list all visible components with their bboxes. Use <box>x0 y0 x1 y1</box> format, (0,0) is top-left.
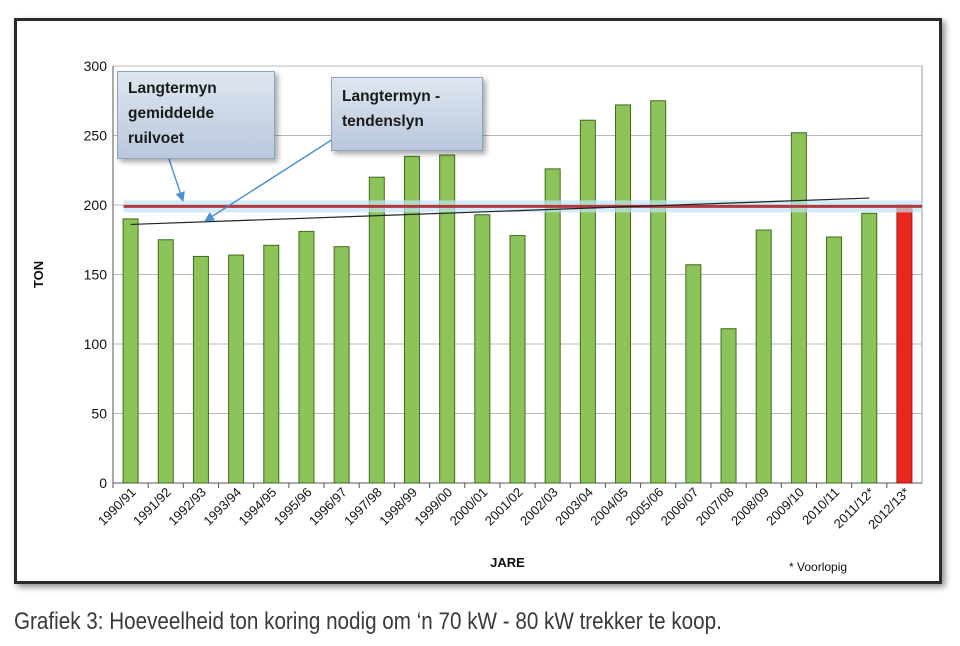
x-tick-label: 1992/93 <box>165 485 209 529</box>
chart-frame: 0 50 100 150 200 250 300 1990/91 1991/92 1992/93 1… <box>14 18 942 584</box>
trend-line <box>130 197 870 226</box>
x-tick-label: 2002/03 <box>517 485 561 529</box>
callout-average-line-1: Langtermyn <box>128 80 217 97</box>
bar <box>157 239 174 484</box>
x-axis-title: JARE <box>490 555 525 570</box>
bar <box>544 168 561 484</box>
bar <box>509 235 526 484</box>
bar <box>368 176 385 484</box>
x-tick-label: 1997/98 <box>341 485 385 529</box>
bar <box>861 212 878 484</box>
bar <box>685 264 702 484</box>
bar <box>439 154 456 484</box>
x-tick-label: 2005/06 <box>622 485 666 529</box>
bar <box>896 204 913 484</box>
x-tick-label: 2001/02 <box>482 485 526 529</box>
y-tick-label: 300 <box>84 58 108 74</box>
bar <box>615 104 632 484</box>
y-tick-label: 100 <box>84 336 108 352</box>
bar <box>474 214 491 484</box>
x-tick-label: 2008/09 <box>728 485 772 529</box>
callout-trend: Langtermyn - tendenslyn <box>331 77 483 151</box>
x-tick-label: 2009/10 <box>763 485 807 529</box>
bar <box>579 119 596 484</box>
x-tick-label: 2000/01 <box>447 485 491 529</box>
y-tick-label: 150 <box>84 267 108 283</box>
bar <box>228 254 245 484</box>
x-tick-label: 1994/95 <box>236 485 280 529</box>
callout-trend-line-1: Langtermyn - <box>342 88 441 105</box>
bar <box>650 100 667 484</box>
y-tick-label: 250 <box>84 128 108 144</box>
bar <box>720 328 737 484</box>
y-tick-label: 0 <box>99 475 107 491</box>
callout-average-line-3: ruilvoet <box>128 130 184 147</box>
x-tick-label: 1995/96 <box>271 485 315 529</box>
callout-average-line-2: gemiddelde <box>128 105 215 122</box>
x-tick-label: 1998/99 <box>376 485 420 529</box>
bar <box>122 218 139 484</box>
bar <box>298 230 315 484</box>
x-tick-label: 2006/07 <box>658 485 702 529</box>
x-tick-label: 1993/94 <box>200 485 244 529</box>
x-tick-label: 1990/91 <box>95 485 139 529</box>
x-tick-label: 2007/08 <box>693 485 737 529</box>
y-tick-label: 200 <box>84 197 108 213</box>
x-tick-label: 1991/92 <box>130 485 174 529</box>
bar <box>826 236 843 484</box>
x-tick-label: 1999/00 <box>411 485 455 529</box>
y-axis-title: TON <box>31 261 46 288</box>
x-tick-label: 2004/05 <box>587 485 631 529</box>
callout-average: Langtermyn gemiddelde ruilvoet <box>117 71 275 159</box>
bar <box>192 255 209 484</box>
x-tick-label: 2003/04 <box>552 485 596 529</box>
figure-caption: Grafiek 3: Hoeveelheid ton koring nodig … <box>14 608 722 635</box>
bar <box>333 246 350 484</box>
bar <box>403 155 420 484</box>
arrow-trend <box>204 138 334 222</box>
x-tick-label: 1996/97 <box>306 485 350 529</box>
bar <box>755 229 772 484</box>
bar <box>263 244 280 484</box>
footnote: * Voorlopig <box>789 560 847 574</box>
bar <box>790 132 807 484</box>
arrow-average <box>168 158 185 202</box>
callout-trend-line-2: tendenslyn <box>342 113 424 130</box>
y-tick-label: 50 <box>91 406 107 422</box>
